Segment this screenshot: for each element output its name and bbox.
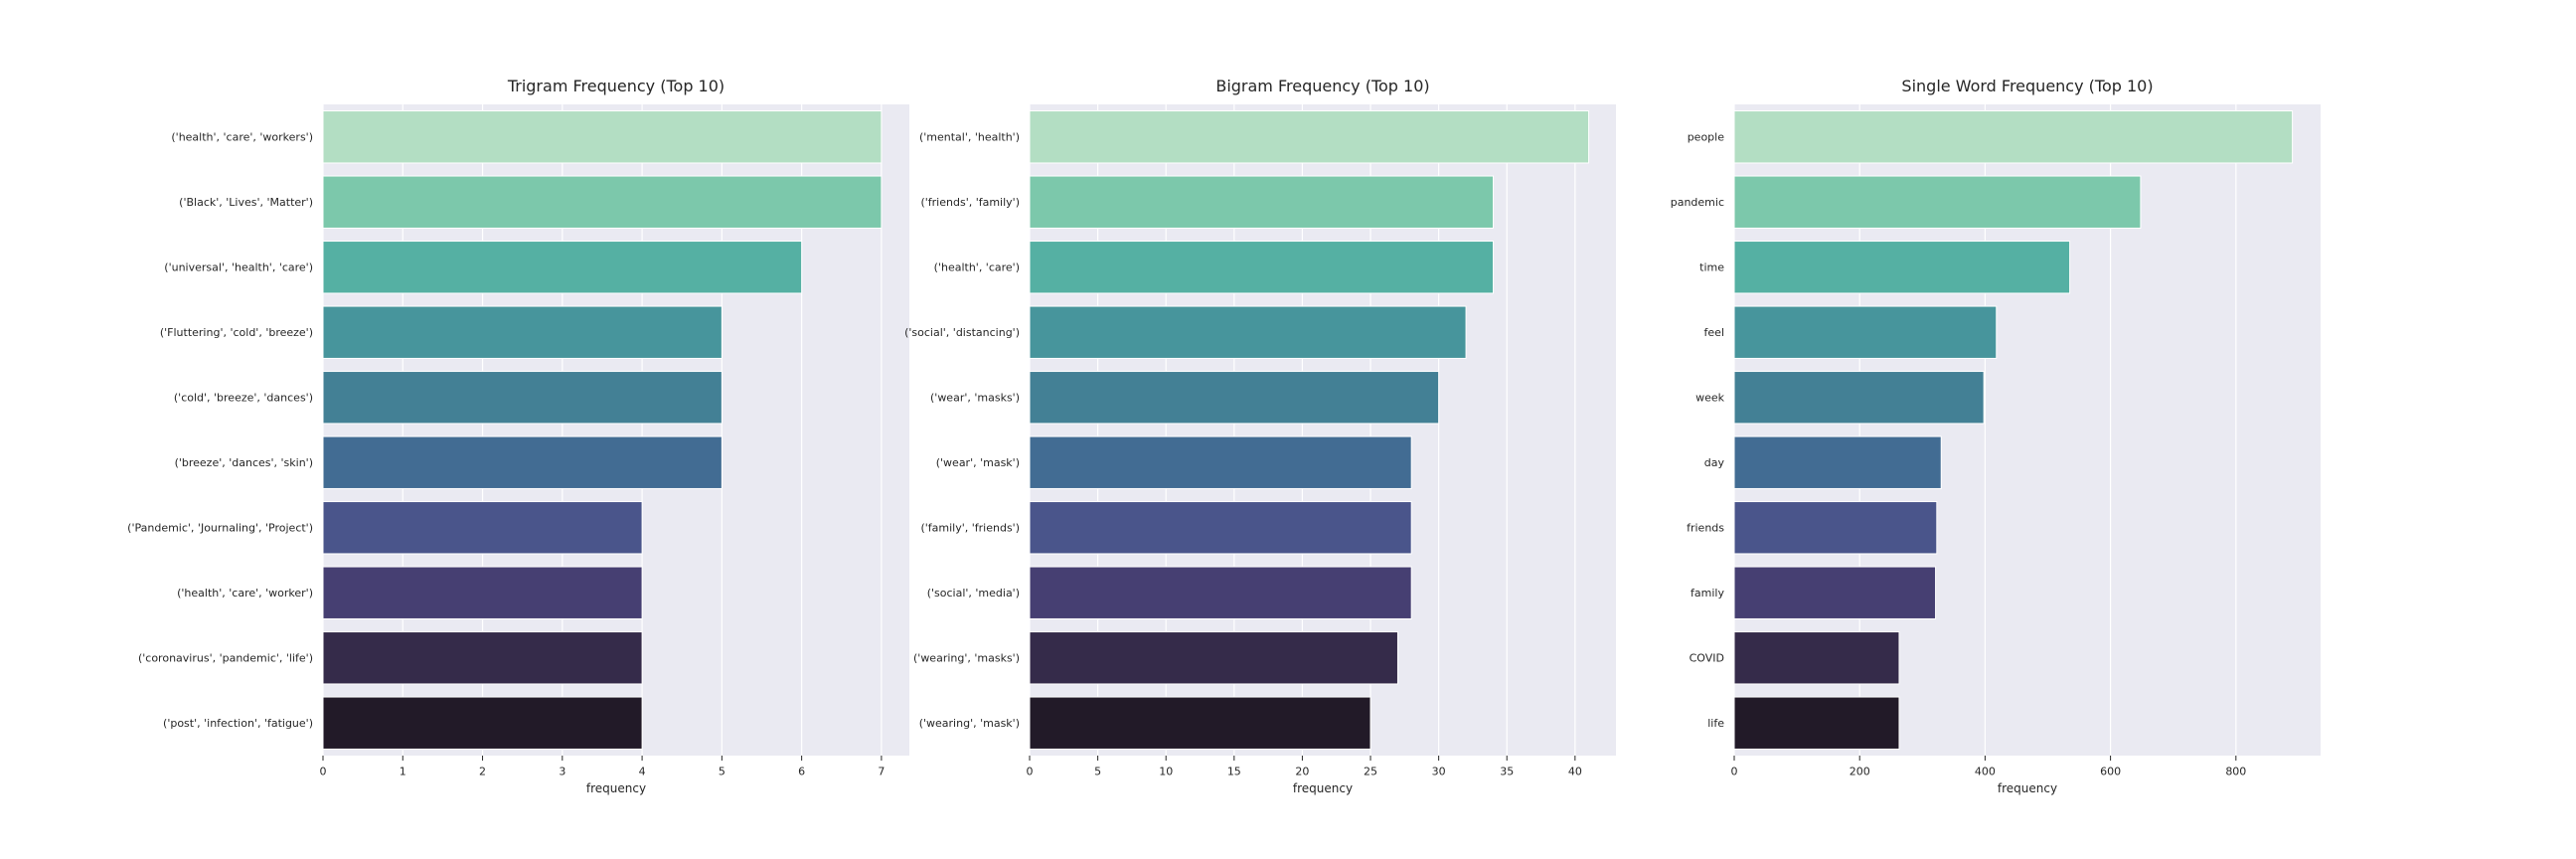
word-category-label: feel — [1704, 326, 1724, 339]
word-category-label: day — [1704, 456, 1725, 469]
bigram-tick-label: 15 — [1227, 766, 1241, 778]
trigram-tick-label: 3 — [559, 766, 565, 778]
bigram-bar-1 — [1029, 110, 1590, 164]
word-category-label: COVID — [1690, 651, 1724, 664]
bigram-category-label: ('family', 'friends') — [920, 521, 1020, 534]
trigram-bar-6 — [322, 435, 723, 489]
bigram-bar-9 — [1029, 631, 1398, 685]
bigram-tick-label: 20 — [1295, 766, 1309, 778]
bigram-category-label: ('social', 'media') — [927, 587, 1020, 600]
word-bar-5 — [1733, 371, 1985, 425]
trigram-category-label: ('breeze', 'dances', 'skin') — [175, 456, 313, 469]
bigram-category-label: ('mental', 'health') — [919, 130, 1020, 143]
trigram-bar-8 — [322, 566, 643, 619]
bigram-bar-4 — [1029, 305, 1467, 359]
bigram-bar-5 — [1029, 371, 1440, 425]
trigram-category-label: ('post', 'infection', 'fatigue') — [163, 717, 313, 730]
trigram-bar-5 — [322, 371, 723, 425]
bigram-tick-label: 0 — [1027, 766, 1034, 778]
word-bar-6 — [1733, 435, 1942, 489]
trigram-tick-label: 2 — [479, 766, 486, 778]
bigram-category-label: ('wear', 'mask') — [936, 456, 1020, 469]
bigram-x-axis-label: frequency — [1293, 781, 1353, 795]
word-category-label: time — [1699, 260, 1724, 273]
word-tick-label: 600 — [2100, 766, 2121, 778]
word-tick-label: 0 — [1731, 766, 1738, 778]
trigram-chart-title: Trigram Frequency (Top 10) — [507, 77, 724, 95]
trigram-category-label: ('Black', 'Lives', 'Matter') — [179, 196, 313, 209]
trigram-category-label: ('Fluttering', 'cold', 'breeze') — [160, 326, 313, 339]
bigram-category-label: ('wearing', 'mask') — [919, 717, 1020, 730]
bigram-category-label: ('health', 'care') — [934, 260, 1020, 273]
trigram-tick-label: 5 — [719, 766, 725, 778]
bigram-bar-6 — [1029, 435, 1412, 489]
trigram-category-label: ('cold', 'breeze', 'dances') — [174, 391, 313, 404]
word-tick-label: 200 — [1850, 766, 1870, 778]
bigram-bar-8 — [1029, 566, 1412, 619]
trigram-tick-label: 7 — [878, 766, 885, 778]
bigram-tick-label: 40 — [1568, 766, 1582, 778]
word-tick-label: 800 — [2225, 766, 2246, 778]
trigram-x-axis-label: frequency — [586, 781, 646, 795]
word-bar-7 — [1733, 501, 1938, 555]
word-category-label: life — [1707, 717, 1724, 730]
single-word-chart: people pandemic time feel week day friends fami… — [1671, 77, 2321, 795]
bigram-tick-label: 35 — [1500, 766, 1514, 778]
bigram-bar-7 — [1029, 501, 1412, 555]
bigram-tick-label: 5 — [1094, 766, 1101, 778]
word-bar-3 — [1733, 241, 2071, 294]
word-tick-label: 400 — [1975, 766, 1996, 778]
word-category-label: family — [1690, 587, 1724, 600]
trigram-tick-label: 6 — [798, 766, 805, 778]
word-bar-9 — [1733, 631, 1900, 685]
bigram-tick-label: 10 — [1159, 766, 1173, 778]
trigram-bar-4 — [322, 305, 723, 359]
bigram-bar-2 — [1029, 175, 1495, 229]
word-bar-1 — [1733, 110, 2294, 164]
trigram-chart: ('health', 'care', 'workers') ('Black', '… — [127, 77, 909, 795]
word-bar-8 — [1733, 566, 1937, 619]
word-category-label: people — [1688, 130, 1725, 143]
trigram-category-label: ('coronavirus', 'pandemic', 'life') — [138, 651, 313, 664]
trigram-tick-label: 4 — [639, 766, 646, 778]
bigram-category-label: ('wear', 'masks') — [930, 391, 1020, 404]
trigram-bar-9 — [322, 631, 643, 685]
word-category-label: friends — [1687, 521, 1724, 534]
bigram-chart-title: Bigram Frequency (Top 10) — [1215, 77, 1429, 95]
word-x-axis-label: frequency — [1998, 781, 2057, 795]
bigram-category-label: ('wearing', 'masks') — [913, 651, 1020, 664]
trigram-tick-label: 0 — [320, 766, 327, 778]
bigram-bar-10 — [1029, 696, 1371, 750]
word-category-label: week — [1695, 391, 1725, 404]
bigram-tick-label: 25 — [1364, 766, 1377, 778]
trigram-bar-2 — [322, 175, 883, 229]
trigram-category-label: ('health', 'care', 'worker') — [177, 587, 313, 600]
word-bar-10 — [1733, 696, 1900, 750]
trigram-category-label: ('Pandemic', 'Journaling', 'Project') — [127, 521, 313, 534]
bigram-category-label: ('social', 'distancing') — [904, 326, 1020, 339]
trigram-category-label: ('universal', 'health', 'care') — [164, 260, 313, 273]
bigram-chart: ('mental', 'health') ('friends', 'family'… — [904, 77, 1616, 795]
trigram-bar-7 — [322, 501, 643, 555]
word-chart-title: Single Word Frequency (Top 10) — [1901, 77, 2153, 95]
bigram-category-label: ('friends', 'family') — [920, 196, 1020, 209]
word-category-label: pandemic — [1671, 196, 1724, 209]
word-bar-2 — [1733, 175, 2142, 229]
bigram-bar-3 — [1029, 241, 1495, 294]
trigram-bar-3 — [322, 241, 803, 294]
bigram-tick-label: 30 — [1432, 766, 1446, 778]
trigram-bar-10 — [322, 696, 643, 750]
trigram-category-label: ('health', 'care', 'workers') — [171, 130, 313, 143]
trigram-tick-label: 1 — [400, 766, 406, 778]
word-bar-4 — [1733, 305, 1998, 359]
trigram-bar-1 — [322, 110, 883, 164]
